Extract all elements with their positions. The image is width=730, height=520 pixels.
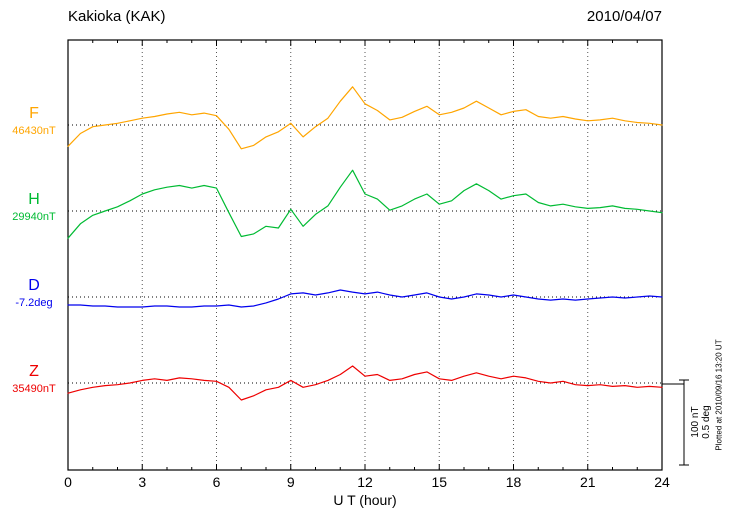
trace-baseline-z: 35490nT [12, 383, 56, 395]
trace-label-h: H 29940nT [4, 191, 64, 223]
trace-label-f: F 46430nT [4, 105, 64, 137]
trace-baseline-d: -7.2deg [15, 297, 53, 309]
svg-text:6: 6 [213, 474, 221, 490]
trace-baseline-f: 46430nT [12, 125, 56, 137]
svg-text:24: 24 [654, 474, 670, 490]
svg-text:15: 15 [431, 474, 447, 490]
x-axis-label: U T (hour) [333, 492, 397, 508]
svg-text:0: 0 [64, 474, 72, 490]
plot-date: 2010/04/07 [586, 8, 662, 25]
scalebar-deg-label: 0.5 deg [701, 405, 712, 439]
trace-label-d: D -7.2deg [4, 277, 64, 309]
svg-text:3: 3 [138, 474, 146, 490]
trace-label-z: Z 35490nT [4, 363, 64, 395]
scalebar-label: 100 nT 0.5 deg [690, 405, 712, 438]
plotted-at-note: Plotted at 2010/09/16 13:20 UT [714, 339, 724, 451]
trace-letter-d: D [28, 277, 40, 294]
svg-text:18: 18 [506, 474, 522, 490]
svg-text:21: 21 [580, 474, 596, 490]
trace-letter-h: H [28, 191, 40, 208]
trace-baseline-h: 29940nT [12, 211, 56, 223]
svg-text:9: 9 [287, 474, 295, 490]
svg-text:12: 12 [357, 474, 373, 490]
station-title: Kakioka (KAK) [68, 8, 166, 25]
trace-letter-f: F [29, 105, 39, 122]
scalebar-nt-label: 100 nT [690, 406, 701, 438]
trace-letter-z: Z [29, 363, 39, 380]
